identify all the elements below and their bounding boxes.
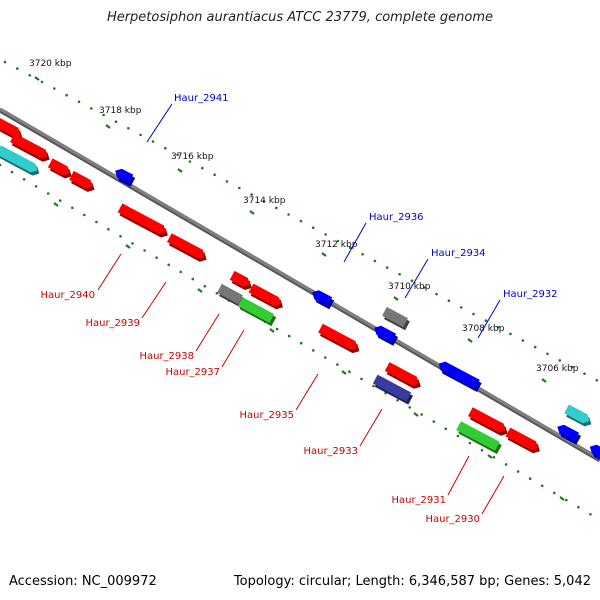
gene-leader-line — [481, 475, 505, 515]
gene-arrow[interactable] — [237, 297, 277, 327]
accession-text: Accession: NC_009972 — [9, 574, 157, 589]
gene-arrow[interactable] — [564, 404, 592, 427]
scale-label: 3714 kbp — [243, 196, 286, 206]
gene-label[interactable]: Haur_2936 — [369, 212, 424, 223]
gene-leader-line — [97, 253, 122, 291]
gene-label[interactable]: Haur_2933 — [303, 446, 358, 457]
gene-arrow[interactable] — [372, 374, 413, 405]
gene-leader-line — [447, 455, 470, 496]
gene-arrow[interactable] — [374, 325, 398, 346]
gene-arrow[interactable] — [505, 427, 540, 454]
gene-arrow[interactable] — [384, 362, 421, 389]
major-tick — [125, 244, 131, 249]
gene-label[interactable]: Haur_2938 — [139, 351, 194, 362]
gene-leader-line — [295, 373, 319, 411]
major-tick — [341, 370, 347, 375]
gene-arrow[interactable] — [468, 407, 508, 436]
gene-arrow[interactable] — [557, 424, 581, 445]
gene-arrow[interactable] — [382, 306, 410, 331]
genome-stats-text: Topology: circular; Length: 6,346,587 bp… — [233, 574, 591, 589]
gene-leader-line — [359, 408, 383, 447]
major-tick — [34, 76, 40, 81]
gene-leader-line — [146, 103, 173, 143]
major-tick — [197, 288, 203, 293]
major-tick — [321, 252, 327, 257]
major-tick — [393, 296, 399, 301]
major-tick — [487, 454, 493, 459]
gene-label[interactable]: Haur_2940 — [40, 290, 95, 301]
gene-label[interactable]: Haur_2941 — [174, 93, 229, 104]
gene-arrow[interactable] — [115, 168, 136, 187]
major-tick — [269, 328, 275, 333]
map-title: Herpetosiphon aurantiacus ATCC 23779, co… — [106, 10, 494, 25]
gene-label[interactable]: Haur_2937 — [165, 367, 220, 378]
major-tick — [559, 496, 565, 501]
gene-leader-line — [141, 281, 167, 319]
gene-leader-line — [477, 299, 501, 339]
gene-leader-line — [404, 258, 429, 299]
scale-dots-outer — [3, 60, 599, 382]
gene-leader-line — [195, 313, 220, 352]
gene-arrow[interactable] — [217, 283, 245, 308]
gene-arrow[interactable] — [69, 170, 95, 192]
gene-arrow[interactable] — [312, 290, 335, 310]
gene-label[interactable]: Haur_2934 — [431, 248, 486, 259]
gene-label[interactable]: Haur_2935 — [239, 410, 294, 421]
major-tick — [467, 338, 473, 343]
scale-label: 3718 kbp — [99, 106, 142, 116]
gene-arrow[interactable] — [0, 145, 40, 176]
major-tick — [53, 202, 59, 207]
gene-label[interactable]: Haur_2930 — [425, 514, 480, 525]
gene-leader-line — [343, 222, 367, 263]
gene-label[interactable]: Haur_2939 — [85, 318, 140, 329]
major-tick — [105, 124, 111, 129]
gene-label[interactable]: Haur_2932 — [503, 289, 558, 300]
scale-dots-inner — [0, 163, 592, 516]
scale-label: 3710 kbp — [388, 282, 431, 292]
scale-label: 3716 kbp — [171, 152, 214, 162]
major-tick — [413, 412, 419, 417]
gene-arrow[interactable] — [438, 361, 482, 392]
gene-arrow[interactable] — [47, 158, 72, 179]
gene-leader-line — [221, 329, 245, 368]
major-tick — [177, 168, 183, 173]
gene-arrow[interactable] — [456, 421, 502, 454]
gene-arrow[interactable] — [248, 283, 283, 310]
scale-label: 3706 kbp — [536, 364, 579, 374]
gene-arrow[interactable] — [167, 233, 207, 262]
backbone-highlight — [0, 107, 600, 461]
major-tick — [249, 210, 255, 215]
gene-arrow[interactable] — [229, 270, 252, 290]
gene-arrow[interactable] — [117, 203, 168, 238]
scale-label: 3720 kbp — [29, 59, 72, 69]
scale-label: 3712 kbp — [315, 240, 358, 250]
gene-arrow[interactable] — [589, 444, 600, 461]
gene-label[interactable]: Haur_2931 — [391, 495, 446, 506]
gene-arrow[interactable] — [318, 323, 360, 354]
major-tick — [541, 378, 547, 383]
gene-arrow[interactable] — [10, 133, 50, 162]
